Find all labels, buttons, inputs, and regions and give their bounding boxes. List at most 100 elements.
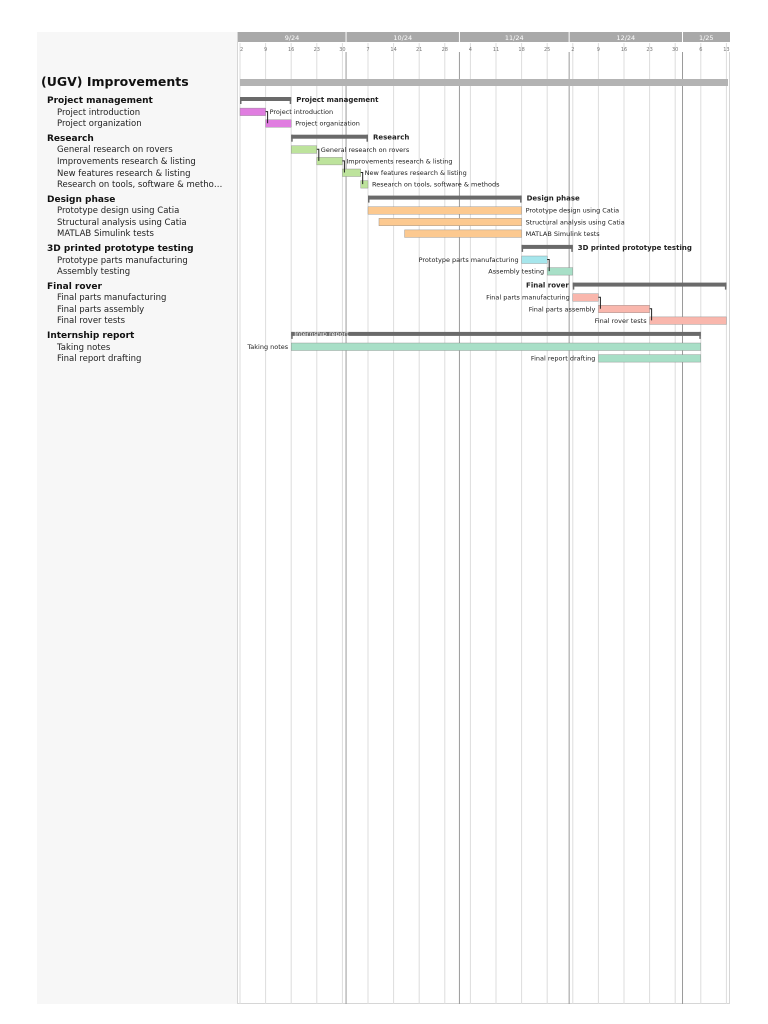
task-bar[interactable] [316, 157, 343, 166]
task-bar[interactable] [404, 229, 522, 238]
group-summary-bar[interactable] [240, 97, 292, 101]
task-label[interactable]: Project organization [57, 119, 142, 130]
task-label[interactable]: Structural analysis using Catia [57, 217, 187, 228]
task-bar-label: Final rover tests [595, 317, 648, 325]
week-tick-label: 30 [672, 47, 678, 53]
group-bracket-start [368, 195, 370, 203]
task-label[interactable]: Taking notes [57, 342, 111, 353]
group-bracket-end [571, 244, 573, 252]
task-label[interactable]: Prototype design using Catia [57, 206, 180, 217]
group-label[interactable]: Final rover [47, 281, 102, 292]
group-label[interactable]: Project management [47, 96, 153, 106]
task-label[interactable]: Prototype parts manufacturing [57, 255, 188, 266]
task-bar-label: Final parts manufacturing [486, 294, 570, 302]
task-bar[interactable] [342, 168, 361, 177]
week-tick-label: 16 [621, 47, 627, 53]
task-bar-label: Final parts assembly [529, 305, 596, 313]
group-bracket-start [291, 134, 293, 142]
task-bar-label: Assembly testing [488, 268, 544, 276]
group-bar-label: Internship report [294, 330, 349, 338]
week-tick-label: 21 [416, 47, 422, 53]
group-summary-bar[interactable] [572, 282, 727, 287]
task-bar[interactable] [291, 145, 318, 154]
group-label[interactable]: Internship report [47, 330, 135, 341]
dependency-arrow [265, 111, 269, 124]
dependency-arrow [547, 259, 550, 272]
task-bar[interactable] [360, 180, 369, 189]
task-label[interactable]: Final parts manufacturing [57, 293, 167, 304]
task-label[interactable]: Project introduction [57, 107, 141, 118]
task-bar[interactable] [291, 342, 702, 351]
week-tick-label: 11 [493, 47, 499, 53]
task-bar[interactable] [521, 255, 548, 264]
task-bar[interactable] [239, 107, 266, 116]
group-bar-label: Project management [296, 96, 379, 104]
week-tick-label: 30 [339, 47, 345, 53]
task-label[interactable]: MATLAB Simulink tests [57, 229, 154, 240]
week-tick-label: 9 [264, 47, 267, 53]
week-tick-label: 4 [469, 47, 472, 53]
task-label[interactable]: Research on tools, software & metho… [57, 180, 223, 191]
group-bracket-start [240, 97, 242, 104]
dependency-arrow [316, 148, 320, 161]
task-label[interactable]: Final rover tests [57, 316, 126, 327]
task-bar[interactable] [547, 267, 574, 276]
task-bar[interactable] [649, 316, 727, 325]
group-bracket-start [521, 244, 524, 252]
task-bar[interactable] [367, 206, 522, 215]
month-label: 1/25 [699, 34, 714, 42]
task-bar-label: Prototype design using Catia [526, 207, 620, 215]
task-label[interactable]: Improvements research & listing [57, 156, 196, 167]
task-label[interactable]: Final parts assembly [57, 304, 145, 315]
group-bracket-end [699, 331, 701, 339]
dependency-arrow [649, 308, 653, 321]
gantt-chart: 2 9 16 23 30 7 14 21 28 4 11 18 25 2 9 16 23 30 6 13 9/24 10/… [238, 32, 730, 1004]
task-bar-label: Taking notes [246, 343, 288, 351]
group-summary-bar[interactable] [291, 331, 701, 336]
task-bar[interactable] [598, 354, 701, 363]
group-bracket-end [520, 195, 522, 203]
group-summary-bar[interactable] [368, 195, 522, 200]
group-summary-bar[interactable] [291, 134, 368, 139]
task-label[interactable]: Final report drafting [57, 354, 142, 365]
task-bar-label: New features research & listing [365, 169, 467, 177]
week-tick-label: 14 [390, 47, 396, 53]
dependency-arrow [598, 296, 601, 309]
task-bar-label: Prototype parts manufacturing [419, 256, 519, 264]
group-summary-bar[interactable] [521, 244, 573, 249]
task-bar-label: Project organization [295, 120, 360, 128]
group-bracket-end [366, 134, 368, 142]
task-bar[interactable] [378, 218, 522, 227]
task-label[interactable]: New features research & listing [57, 168, 191, 179]
dependency-arrow [360, 172, 364, 185]
dependency-arrow [342, 160, 345, 173]
group-bar-label: Design phase [527, 195, 580, 203]
group-bar-label: Research [373, 134, 409, 142]
group-label[interactable]: Design phase [47, 194, 116, 205]
group-bracket-start [291, 331, 293, 339]
week-tick-label: 7 [366, 47, 369, 53]
project-summary-bar[interactable] [240, 79, 728, 86]
group-label[interactable]: 3D printed prototype testing [47, 243, 194, 254]
project-title[interactable]: (UGV) Improvements [41, 74, 189, 89]
task-bar-label: General research on rovers [321, 146, 410, 154]
week-header [238, 42, 730, 52]
task-bar-label: MATLAB Simulink tests [526, 230, 601, 238]
task-list-panel [37, 32, 238, 1004]
task-bar[interactable] [572, 293, 599, 302]
group-bar-label: 3D printed prototype testing [578, 244, 692, 252]
task-bar-label: Structural analysis using Catia [526, 218, 625, 226]
task-label[interactable]: Assembly testing [57, 267, 131, 278]
task-bar[interactable] [265, 119, 292, 128]
week-tick-label: 13 [723, 47, 729, 53]
task-bar-label: Final report drafting [531, 355, 596, 363]
month-header [238, 32, 730, 42]
week-tick-label: 25 [544, 47, 550, 53]
task-label[interactable]: General research on rovers [57, 145, 173, 156]
group-label[interactable]: Research [47, 133, 94, 144]
week-tick-label: 2 [571, 47, 574, 53]
task-bar[interactable] [598, 305, 650, 313]
week-tick-label: 18 [518, 47, 524, 53]
week-tick-label: 16 [288, 47, 294, 53]
group-bracket-start [572, 282, 575, 290]
